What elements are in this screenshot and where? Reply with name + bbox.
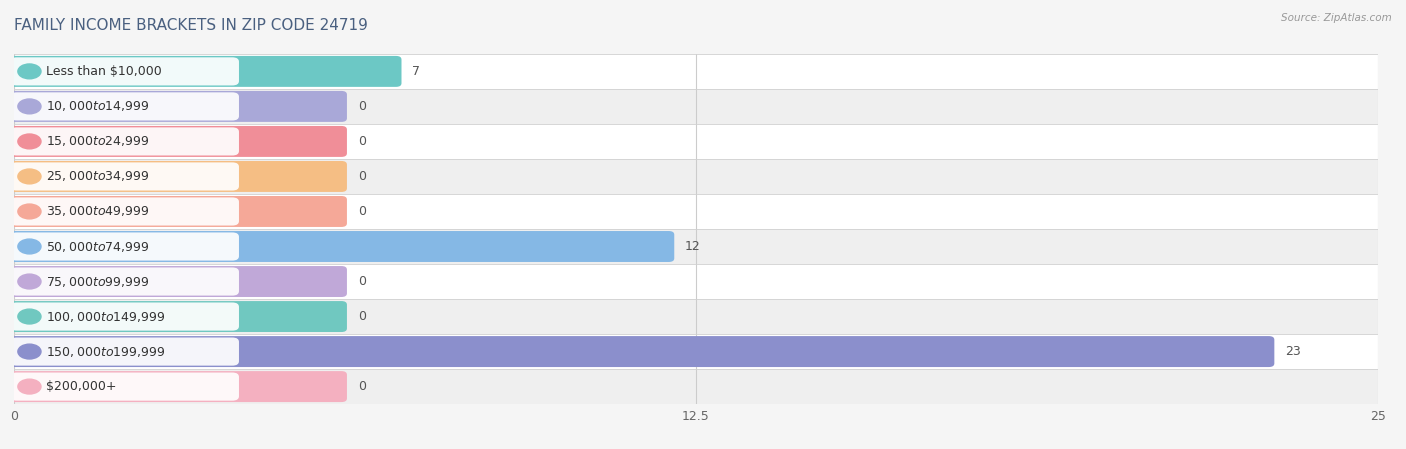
FancyBboxPatch shape [10, 303, 239, 330]
FancyBboxPatch shape [10, 233, 239, 260]
Text: 0: 0 [357, 275, 366, 288]
Bar [14, 299, 1378, 334]
Text: Source: ZipAtlas.com: Source: ZipAtlas.com [1281, 13, 1392, 23]
Bar [14, 54, 1378, 89]
Text: 0: 0 [357, 310, 366, 323]
Bar [14, 264, 1378, 299]
Circle shape [18, 134, 41, 149]
FancyBboxPatch shape [8, 231, 675, 262]
FancyBboxPatch shape [10, 57, 239, 85]
Text: $25,000 to $34,999: $25,000 to $34,999 [46, 169, 150, 184]
Circle shape [18, 239, 41, 254]
Text: $15,000 to $24,999: $15,000 to $24,999 [46, 134, 150, 149]
FancyBboxPatch shape [10, 163, 239, 190]
FancyBboxPatch shape [8, 301, 347, 332]
Bar [14, 369, 1378, 404]
Text: $10,000 to $14,999: $10,000 to $14,999 [46, 99, 150, 114]
Bar [14, 89, 1378, 124]
Circle shape [18, 309, 41, 324]
FancyBboxPatch shape [8, 266, 347, 297]
FancyBboxPatch shape [10, 128, 239, 155]
Text: 0: 0 [357, 170, 366, 183]
Circle shape [18, 64, 41, 79]
Text: 23: 23 [1285, 345, 1301, 358]
Text: 7: 7 [412, 65, 420, 78]
FancyBboxPatch shape [8, 56, 402, 87]
Text: $75,000 to $99,999: $75,000 to $99,999 [46, 274, 150, 289]
Bar [14, 159, 1378, 194]
Bar [14, 229, 1378, 264]
FancyBboxPatch shape [8, 126, 347, 157]
FancyBboxPatch shape [8, 196, 347, 227]
Text: $50,000 to $74,999: $50,000 to $74,999 [46, 239, 150, 254]
Text: 0: 0 [357, 100, 366, 113]
Circle shape [18, 379, 41, 394]
Circle shape [18, 344, 41, 359]
FancyBboxPatch shape [8, 336, 1274, 367]
Bar [14, 124, 1378, 159]
Text: 0: 0 [357, 380, 366, 393]
FancyBboxPatch shape [8, 91, 347, 122]
Text: $35,000 to $49,999: $35,000 to $49,999 [46, 204, 150, 219]
FancyBboxPatch shape [8, 371, 347, 402]
Text: FAMILY INCOME BRACKETS IN ZIP CODE 24719: FAMILY INCOME BRACKETS IN ZIP CODE 24719 [14, 18, 368, 33]
FancyBboxPatch shape [10, 268, 239, 295]
FancyBboxPatch shape [10, 373, 239, 401]
Text: $150,000 to $199,999: $150,000 to $199,999 [46, 344, 166, 359]
FancyBboxPatch shape [10, 338, 239, 365]
Circle shape [18, 169, 41, 184]
Text: 0: 0 [357, 135, 366, 148]
Bar [14, 334, 1378, 369]
Text: $100,000 to $149,999: $100,000 to $149,999 [46, 309, 166, 324]
FancyBboxPatch shape [10, 92, 239, 120]
FancyBboxPatch shape [8, 161, 347, 192]
Circle shape [18, 274, 41, 289]
Circle shape [18, 204, 41, 219]
FancyBboxPatch shape [10, 198, 239, 225]
Text: 0: 0 [357, 205, 366, 218]
Circle shape [18, 99, 41, 114]
Text: $200,000+: $200,000+ [46, 380, 117, 393]
Bar [14, 194, 1378, 229]
Text: 12: 12 [685, 240, 700, 253]
Text: Less than $10,000: Less than $10,000 [46, 65, 162, 78]
